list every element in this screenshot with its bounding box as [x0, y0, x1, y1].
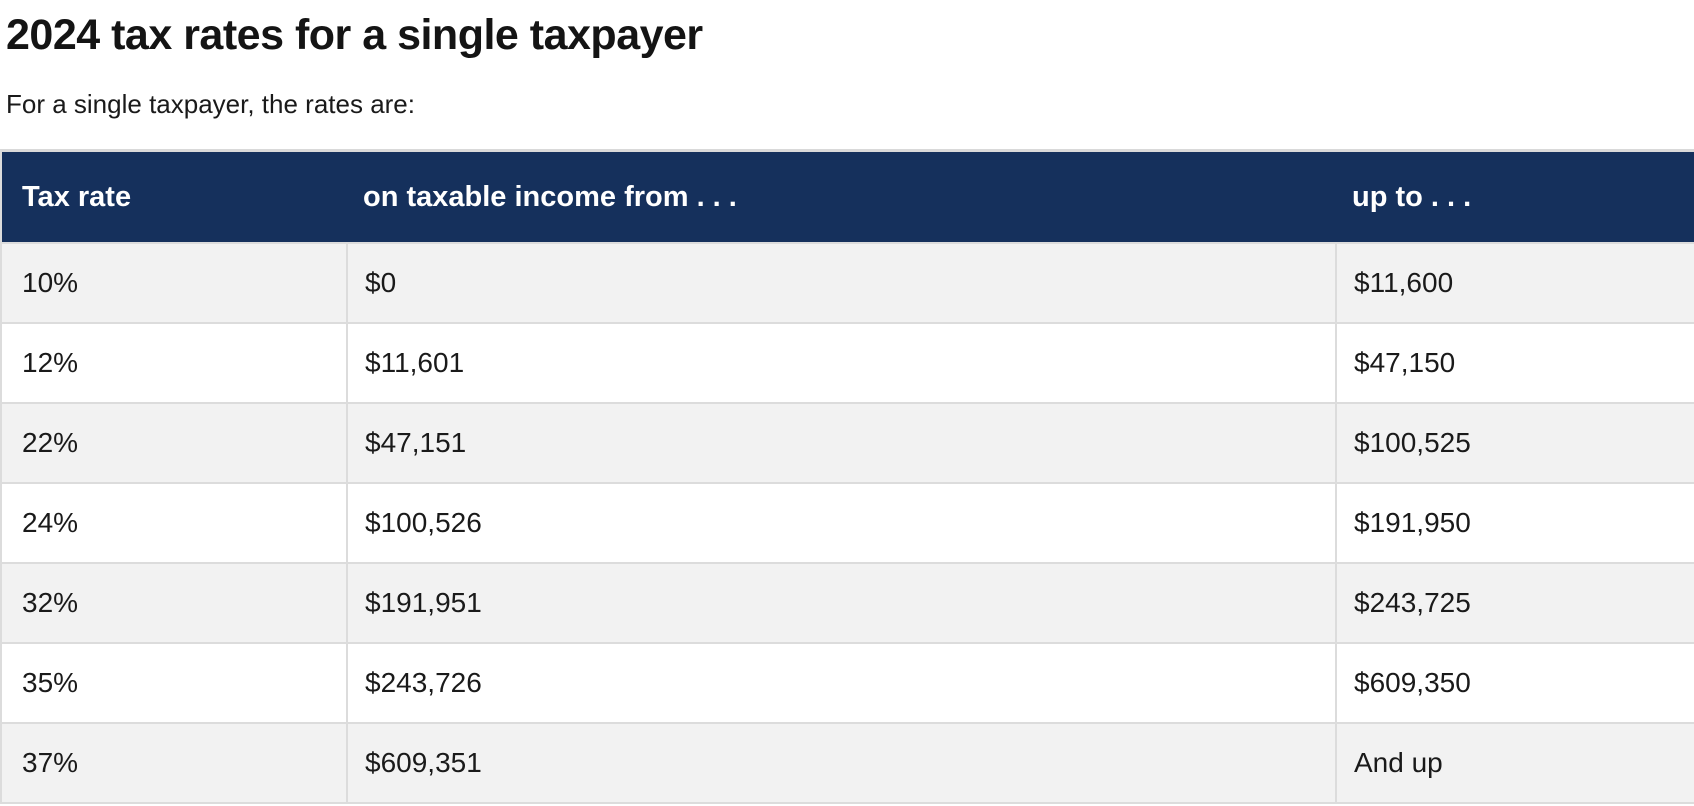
page-subtitle: For a single taxpayer, the rates are:	[6, 89, 415, 119]
table-header-row: Tax rate on taxable income from . . . up…	[2, 152, 1694, 242]
income-from-cell: $191,951	[346, 562, 1335, 642]
column-header-up-to: up to . . .	[1335, 152, 1694, 242]
up-to-cell: $47,150	[1335, 322, 1694, 402]
income-from-cell: $100,526	[346, 482, 1335, 562]
table-row: 10% $0 $11,600	[2, 242, 1694, 322]
table-row: 35% $243,726 $609,350	[2, 642, 1694, 722]
income-from-cell: $47,151	[346, 402, 1335, 482]
tax-rates-table: Tax rate on taxable income from . . . up…	[0, 149, 1694, 804]
up-to-cell: $11,600	[1335, 242, 1694, 322]
tax-rate-cell: 12%	[2, 322, 346, 402]
page-title: 2024 tax rates for a single taxpayer	[6, 11, 703, 59]
table-row: 12% $11,601 $47,150	[2, 322, 1694, 402]
up-to-cell: $243,725	[1335, 562, 1694, 642]
column-header-tax-rate: Tax rate	[2, 152, 346, 242]
tax-rate-cell: 32%	[2, 562, 346, 642]
table-row: 22% $47,151 $100,525	[2, 402, 1694, 482]
table-row: 37% $609,351 And up	[2, 722, 1694, 802]
income-from-cell: $0	[346, 242, 1335, 322]
up-to-cell: $191,950	[1335, 482, 1694, 562]
income-from-cell: $11,601	[346, 322, 1335, 402]
up-to-cell: And up	[1335, 722, 1694, 802]
tax-rate-cell: 22%	[2, 402, 346, 482]
income-from-cell: $609,351	[346, 722, 1335, 802]
tax-table-body: 10% $0 $11,600 12% $11,601 $47,150 22% $47,151 $…	[2, 242, 1694, 802]
tax-rate-cell: 10%	[2, 242, 346, 322]
tax-rate-cell: 35%	[2, 642, 346, 722]
tax-rate-cell: 37%	[2, 722, 346, 802]
column-header-income-from: on taxable income from . . .	[346, 152, 1335, 242]
up-to-cell: $100,525	[1335, 402, 1694, 482]
tax-rate-cell: 24%	[2, 482, 346, 562]
article-section: 2024 tax rates for a single taxpayer For…	[0, 10, 1694, 806]
up-to-cell: $609,350	[1335, 642, 1694, 722]
income-from-cell: $243,726	[346, 642, 1335, 722]
table-row: 24% $100,526 $191,950	[2, 482, 1694, 562]
table-row: 32% $191,951 $243,725	[2, 562, 1694, 642]
